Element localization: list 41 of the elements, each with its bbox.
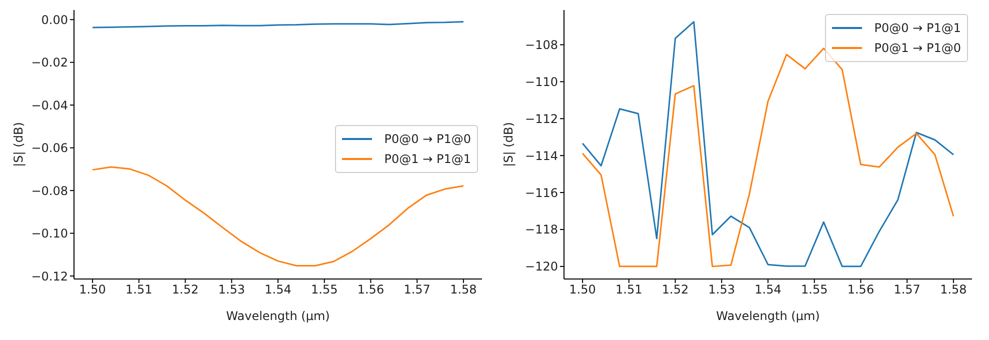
x-tick-label: 1.55 [801, 282, 828, 297]
x-tick-label: 1.54 [264, 282, 292, 297]
x-tick-label: 1.54 [754, 282, 782, 297]
x-tick-label: 1.58 [940, 282, 967, 297]
x-tick-label: 1.50 [79, 282, 106, 297]
x-tick-label: 1.57 [894, 282, 920, 297]
y-tick-label: −114 [525, 148, 558, 163]
x-axis-title: Wavelength (µm) [226, 309, 330, 323]
y-tick-label: −120 [525, 260, 558, 274]
legend-label: P0@1 → P1@1 [384, 152, 471, 166]
x-tick-label: 1.52 [662, 282, 689, 297]
x-tick-label: 1.55 [311, 282, 338, 297]
y-tick-label: −0.08 [31, 184, 68, 198]
x-tick-label: 1.50 [569, 282, 596, 297]
legend-label: P0@0 → P1@0 [384, 132, 471, 146]
x-tick-label: 1.56 [357, 282, 384, 297]
y-tick-label: −0.10 [31, 226, 68, 241]
y-axis-title: |S| (dB) [501, 122, 516, 167]
x-tick-label: 1.58 [450, 282, 477, 297]
x-tick-label: 1.53 [708, 282, 735, 297]
y-tick-label: −108 [525, 38, 558, 52]
x-tick-label: 1.52 [172, 282, 199, 297]
y-tick-label: −112 [525, 112, 558, 126]
y-axis-title: |S| (dB) [11, 122, 26, 167]
y-tick-label: 0.00 [41, 12, 68, 27]
y-tick-label: −0.12 [31, 269, 68, 284]
x-tick-label: 1.57 [404, 282, 430, 297]
x-tick-label: 1.51 [126, 282, 152, 297]
y-tick-label: −110 [525, 74, 558, 89]
y-tick-label: −0.02 [31, 56, 68, 70]
legend-label: P0@0 → P1@1 [874, 21, 961, 35]
x-axis-title: Wavelength (µm) [716, 309, 820, 323]
line-series [92, 166, 464, 267]
y-tick-label: −0.04 [31, 98, 68, 112]
legend-label: P0@1 → P1@0 [874, 41, 961, 55]
x-tick-label: 1.53 [218, 282, 245, 297]
x-tick-label: 1.56 [847, 282, 874, 297]
x-tick-label: 1.51 [616, 282, 642, 297]
y-tick-label: −116 [525, 186, 558, 200]
y-tick-label: −0.06 [31, 141, 68, 156]
y-tick-label: −118 [525, 222, 558, 237]
